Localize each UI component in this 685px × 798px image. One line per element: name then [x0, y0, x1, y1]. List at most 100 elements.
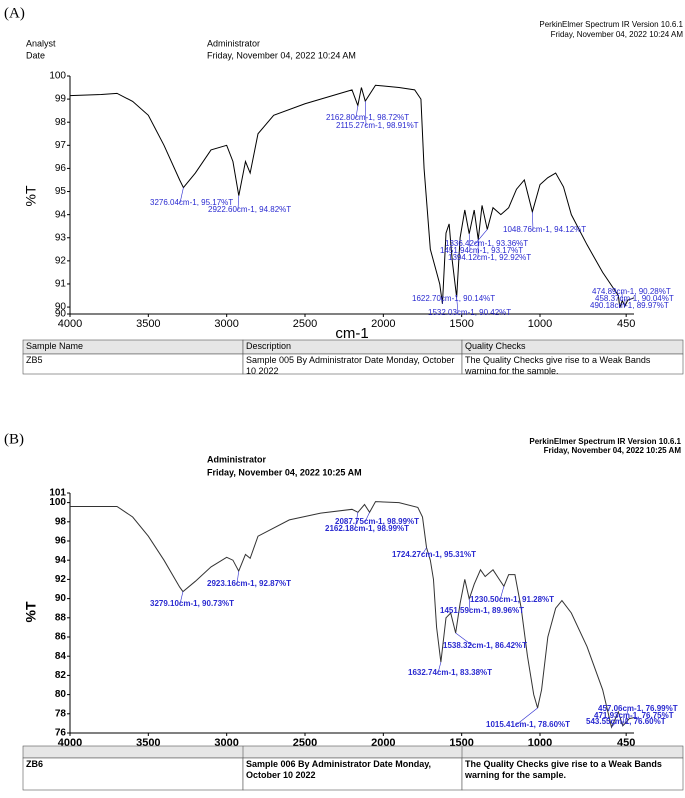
y-tick-label: 84	[55, 651, 67, 662]
annotation-leader	[622, 715, 625, 726]
annotation: 458.37cm-1, 90.04%T	[595, 294, 674, 303]
annotation: 2087.75cm-1, 98.99%T	[335, 517, 419, 526]
y-tick-label: 86	[55, 632, 67, 643]
annotation-leader	[456, 297, 459, 314]
y-tick-label: 95	[55, 186, 67, 197]
annotation: 490.18cm-1, 89.97%T	[590, 301, 669, 310]
table-cell-box: Quality Checks	[465, 341, 526, 351]
table-cell: ZB5	[26, 355, 43, 365]
x-tick-label: 1500	[449, 318, 473, 330]
x-tick-label: 2000	[371, 318, 395, 330]
annotation: 474.89cm-1, 90.28%T	[592, 287, 671, 296]
table-cell-bg	[461, 353, 684, 375]
field-value: Administrator	[207, 38, 260, 48]
table-header	[22, 745, 684, 759]
annotation-leader	[354, 512, 359, 530]
y-tick-label: 90	[55, 309, 67, 320]
timestamp: Friday, November 04, 2022 10:25 AM	[544, 446, 682, 455]
x-tick-label: 2500	[293, 318, 317, 330]
table-cell-box: ZB6	[26, 759, 44, 769]
table-cell-box: Sample Name	[26, 341, 84, 351]
annotation: 1632.74cm-1, 83.38%T	[408, 668, 492, 677]
table-cell-bg	[22, 757, 244, 791]
annotation-leader	[237, 195, 240, 211]
table-cell: The Quality Checks give rise to a Weak B…	[465, 759, 662, 780]
table-cell-box: Description	[246, 341, 292, 351]
annotation: 1048.76cm-1, 94.12%T	[503, 225, 586, 234]
annotation-leader	[468, 233, 471, 252]
table-cell-box: ZB5	[26, 355, 43, 365]
table-cell: Description	[246, 341, 292, 351]
annotation-leader	[236, 571, 240, 585]
x-tick-label: 3500	[136, 318, 160, 330]
table-cell-box: The Quality Checks give rise to a Weak B…	[465, 355, 651, 374]
table-cell-box: The Quality Checks give rise to a Weak B…	[465, 759, 662, 780]
y-tick-label: 94	[55, 555, 67, 566]
annotation: 1336.42cm-1, 93.36%T	[445, 239, 528, 248]
annotation-leader	[532, 211, 534, 231]
field-value: Administrator	[207, 454, 267, 464]
y-tick-label: 96	[55, 163, 67, 174]
annotation-leader	[455, 632, 474, 647]
annotation-leader	[364, 512, 370, 523]
annotation-leader	[515, 707, 538, 726]
x-axis-label: cm-1	[335, 325, 368, 342]
timestamp: Friday, November 04, 2022 10:24 AM	[551, 30, 684, 39]
table-cell-bg	[461, 757, 684, 791]
y-tick-label: 101	[49, 488, 66, 499]
table-cell: Quality Checks	[465, 341, 526, 351]
annotation-leader	[499, 586, 505, 601]
y-tick-label: 97	[55, 140, 67, 151]
annotation-leader	[474, 229, 488, 245]
annotation: 1230.50cm-1, 91.28%T	[470, 595, 554, 604]
annotation: 1532.03cm-1, 90.42%T	[428, 308, 511, 317]
y-tick-label: 94	[55, 209, 67, 220]
annotation-leader	[624, 708, 629, 724]
y-tick-label: 80	[55, 689, 67, 700]
y-tick-label: 82	[55, 670, 67, 681]
table-cell: Sample Name	[26, 341, 84, 351]
y-tick-label: 91	[55, 279, 67, 290]
annotation: 1622.70cm-1, 90.14%T	[412, 294, 495, 303]
panel-label: (A)	[4, 5, 25, 21]
field-value: Friday, November 04, 2022 10:25 AM	[207, 467, 362, 477]
y-tick-label: 90	[55, 302, 67, 313]
table-cell: ZB6	[26, 759, 44, 769]
annotation: 543.55cm-1, 76.60%T	[586, 717, 666, 726]
annotation: 471.93cm-1, 76.75%T	[594, 711, 674, 720]
y-tick-label: 98	[55, 117, 67, 128]
annotation-leader	[437, 662, 442, 674]
annotation: 3276.04cm-1, 95.17%T	[150, 198, 233, 207]
table-cell: Sample 006 By Administrator Date Monday,…	[246, 759, 432, 780]
annotation: 1394.12cm-1, 92.92%T	[448, 253, 531, 262]
software: PerkinElmer Spectrum IR Version 10.6.1	[529, 437, 681, 446]
y-axis-label: %T	[23, 601, 39, 622]
annotation: 1724.27cm-1, 95.31%T	[392, 550, 476, 559]
annotation: 2923.16cm-1, 92.87%T	[207, 579, 291, 588]
y-tick-label: 93	[55, 232, 67, 243]
table-cell: The Quality Checks give rise to a Weak B…	[465, 355, 651, 374]
annotation-leader	[611, 721, 617, 728]
annotation: 457.06cm-1, 76.99%T	[598, 704, 678, 713]
y-tick-label: 92	[55, 255, 67, 266]
x-tick-label: 450	[617, 318, 635, 330]
y-tick-label: 90	[55, 593, 67, 604]
y-tick-label: 100	[49, 71, 66, 82]
panel-label: (B)	[4, 431, 24, 447]
annotation: 1451.59cm-1, 89.96%T	[440, 606, 524, 615]
x-tick-label: 3000	[214, 318, 238, 330]
field-label: Analyst	[26, 38, 56, 48]
annotation-leader	[364, 101, 367, 127]
field-value: Friday, November 04, 2022 10:24 AM	[207, 50, 356, 60]
annotation: 2922.60cm-1, 94.82%T	[208, 205, 291, 214]
table-cell-bg	[242, 757, 463, 791]
y-tick-label: 100	[49, 497, 66, 508]
annotation-leader	[355, 105, 359, 119]
annotation-leader	[179, 187, 184, 204]
y-tick-label: 98	[55, 516, 67, 527]
y-tick-label: 99	[55, 94, 67, 105]
annotation-leader	[179, 591, 184, 605]
y-tick-label: 78	[55, 708, 67, 719]
software: PerkinElmer Spectrum IR Version 10.6.1	[539, 20, 683, 29]
